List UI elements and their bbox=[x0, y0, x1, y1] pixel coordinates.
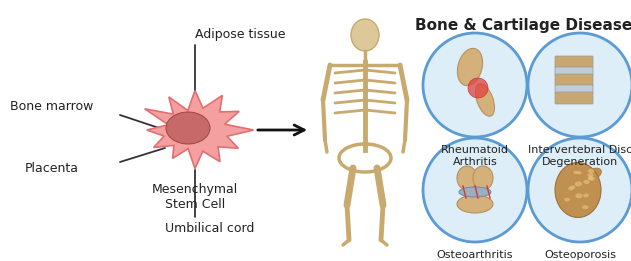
Ellipse shape bbox=[166, 112, 210, 144]
Ellipse shape bbox=[575, 193, 582, 198]
Ellipse shape bbox=[587, 173, 594, 177]
Circle shape bbox=[468, 78, 488, 98]
Ellipse shape bbox=[564, 198, 570, 201]
Ellipse shape bbox=[473, 166, 493, 190]
Ellipse shape bbox=[582, 205, 588, 209]
Ellipse shape bbox=[587, 168, 601, 180]
Text: Rheumatoid
Arthritis: Rheumatoid Arthritis bbox=[441, 145, 509, 167]
FancyBboxPatch shape bbox=[555, 74, 593, 86]
Ellipse shape bbox=[568, 187, 574, 191]
Ellipse shape bbox=[476, 84, 495, 116]
Text: Osteoarthritis: Osteoarthritis bbox=[437, 250, 513, 260]
Text: Placenta: Placenta bbox=[25, 162, 79, 175]
Ellipse shape bbox=[570, 185, 575, 189]
Text: Mesenchymal
Stem Cell: Mesenchymal Stem Cell bbox=[152, 183, 238, 211]
Ellipse shape bbox=[457, 195, 493, 213]
Text: Bone & Cartilage Diseases: Bone & Cartilage Diseases bbox=[415, 18, 631, 33]
Circle shape bbox=[528, 33, 631, 137]
Ellipse shape bbox=[457, 166, 477, 190]
FancyBboxPatch shape bbox=[555, 67, 593, 75]
Circle shape bbox=[423, 138, 527, 242]
Text: Osteoporosis: Osteoporosis bbox=[544, 250, 616, 260]
Text: Adipose tissue: Adipose tissue bbox=[195, 28, 285, 41]
Ellipse shape bbox=[589, 177, 594, 181]
FancyBboxPatch shape bbox=[555, 56, 593, 68]
Ellipse shape bbox=[459, 187, 491, 197]
Ellipse shape bbox=[583, 180, 590, 184]
Text: Intervertebral Disc
Degeneration: Intervertebral Disc Degeneration bbox=[528, 145, 631, 167]
Circle shape bbox=[423, 33, 527, 137]
Ellipse shape bbox=[583, 193, 589, 197]
FancyBboxPatch shape bbox=[555, 92, 593, 104]
Ellipse shape bbox=[575, 181, 582, 186]
Text: Bone marrow: Bone marrow bbox=[10, 100, 93, 113]
Polygon shape bbox=[144, 91, 254, 169]
Ellipse shape bbox=[457, 48, 483, 86]
Ellipse shape bbox=[587, 176, 593, 180]
FancyBboxPatch shape bbox=[555, 85, 593, 93]
Ellipse shape bbox=[351, 19, 379, 51]
Ellipse shape bbox=[588, 169, 594, 173]
Ellipse shape bbox=[577, 171, 582, 174]
Text: Umbilical cord: Umbilical cord bbox=[165, 222, 254, 235]
Circle shape bbox=[528, 138, 631, 242]
Ellipse shape bbox=[573, 171, 578, 174]
Ellipse shape bbox=[555, 163, 601, 217]
